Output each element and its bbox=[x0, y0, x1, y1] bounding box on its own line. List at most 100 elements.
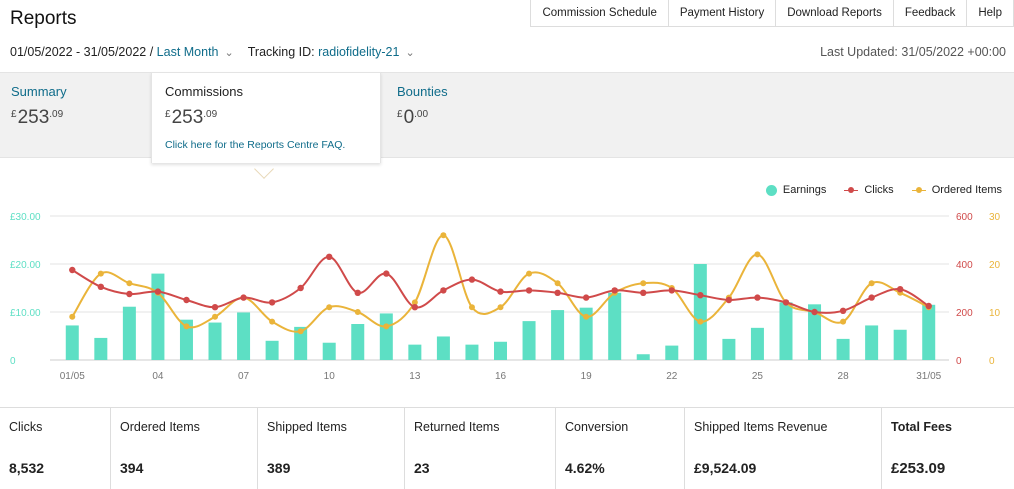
legend-ordered-label: Ordered Items bbox=[931, 184, 1002, 196]
currency-symbol: £ bbox=[11, 109, 17, 120]
commission-schedule-button[interactable]: Commission Schedule bbox=[530, 0, 669, 27]
x-tick-label: 13 bbox=[409, 371, 421, 382]
x-tick-label: 16 bbox=[495, 371, 507, 382]
earnings-bar bbox=[551, 310, 565, 360]
clicks-point bbox=[782, 299, 790, 306]
earnings-bar bbox=[693, 264, 707, 360]
earnings-bar bbox=[494, 341, 507, 360]
clicks-point bbox=[183, 296, 190, 304]
y-tick-label-left: 0 bbox=[10, 356, 16, 367]
x-tick-label: 22 bbox=[666, 371, 678, 382]
currency-symbol: £ bbox=[165, 109, 171, 120]
clicks-point bbox=[268, 299, 276, 306]
y-tick-label-ordered: 0 bbox=[989, 356, 995, 367]
earnings-bar bbox=[636, 354, 650, 360]
y-tick-label-left: £20.00 bbox=[10, 260, 41, 271]
legend-earnings-label: Earnings bbox=[782, 184, 827, 196]
ordered-items-point bbox=[383, 323, 390, 330]
tab-summary[interactable]: Summary £ 253 .09 bbox=[0, 73, 151, 159]
clicks-point bbox=[354, 289, 361, 296]
tracking-id-label: Tracking ID: bbox=[247, 45, 315, 59]
stat-ordered-items: Ordered Items 394 bbox=[111, 408, 258, 489]
ordered-items-point bbox=[97, 270, 104, 277]
ordered-items-point bbox=[440, 232, 447, 239]
ordered-items-point bbox=[868, 280, 875, 287]
clicks-point bbox=[668, 287, 675, 294]
earnings-bar bbox=[208, 322, 222, 360]
ordered-items-point bbox=[468, 304, 475, 311]
chevron-down-icon[interactable]: ⌄ bbox=[405, 46, 415, 59]
x-tick-label: 31/05 bbox=[916, 371, 941, 382]
earnings-bar bbox=[237, 312, 251, 360]
x-tick-label: 10 bbox=[324, 371, 336, 382]
earnings-chart: 0 £10.00 £20.00 £30.00 0 200 400 600 0 10 20 30 01/0… bbox=[10, 212, 1001, 382]
clicks-point bbox=[839, 307, 847, 314]
tracking-id-dropdown[interactable]: radiofidelity-21 bbox=[318, 45, 400, 59]
page-title: Reports bbox=[10, 8, 77, 29]
date-period-dropdown[interactable]: Last Month bbox=[156, 45, 219, 59]
earnings-bar bbox=[779, 302, 793, 360]
earnings-bar bbox=[808, 304, 822, 360]
download-reports-button[interactable]: Download Reports bbox=[775, 0, 894, 27]
clicks-point bbox=[126, 290, 133, 298]
y-tick-label-clicks: 400 bbox=[956, 260, 973, 271]
bounties-amount: £ 0 .00 bbox=[397, 107, 525, 129]
x-tick-label: 07 bbox=[238, 371, 250, 382]
commissions-amount: £ 253 .09 bbox=[165, 107, 369, 129]
tab-bounties[interactable]: Bounties £ 0 .00 bbox=[386, 73, 536, 159]
payment-history-button[interactable]: Payment History bbox=[667, 0, 777, 27]
clicks-point bbox=[640, 289, 647, 296]
amount-fraction: .09 bbox=[203, 109, 218, 120]
date-range-text: 01/05/2022 - 31/05/2022 / bbox=[10, 45, 154, 59]
clicks-point bbox=[297, 284, 304, 292]
tab-summary-label: Summary bbox=[11, 84, 67, 99]
tab-commissions[interactable]: Commissions £ 253 .09 Click here for the… bbox=[151, 72, 381, 163]
chevron-down-icon[interactable]: ⌄ bbox=[224, 46, 234, 59]
legend-clicks-label: Clicks bbox=[864, 184, 894, 196]
earnings-bar bbox=[436, 336, 450, 360]
earnings-swatch bbox=[765, 184, 777, 196]
stat-label: Clicks bbox=[9, 420, 43, 434]
earnings-bar bbox=[836, 338, 850, 360]
ordered-items-point bbox=[840, 318, 847, 325]
ordered-items-point bbox=[697, 318, 704, 325]
earnings-bar bbox=[750, 327, 764, 360]
clicks-point bbox=[326, 253, 333, 260]
ordered-items-point bbox=[497, 304, 504, 311]
faq-link[interactable]: Click here for the Reports Centre FAQ. bbox=[165, 139, 346, 151]
stat-value: 8,532 bbox=[9, 460, 45, 476]
legend-ordered-items[interactable]: Ordered Items bbox=[911, 184, 1002, 196]
stat-label: Shipped Items Revenue bbox=[694, 420, 828, 434]
clicks-point bbox=[383, 270, 390, 277]
y-tick-label-left: £30.00 bbox=[10, 212, 41, 223]
ordered-items-point bbox=[183, 323, 190, 330]
earnings-bar bbox=[94, 337, 108, 360]
x-tick-label: 28 bbox=[838, 371, 850, 382]
stat-conversion: Conversion 4.62% bbox=[556, 408, 685, 489]
clicks-point bbox=[154, 288, 162, 295]
ordered-items-point bbox=[269, 318, 276, 325]
y-tick-label-clicks: 600 bbox=[956, 212, 973, 223]
feedback-button[interactable]: Feedback bbox=[892, 0, 968, 27]
stat-shipped-items: Shipped Items 389 bbox=[258, 408, 405, 489]
earnings-bar bbox=[522, 321, 536, 360]
legend-earnings[interactable]: Earnings bbox=[765, 184, 827, 196]
stat-value: 394 bbox=[120, 460, 144, 476]
clicks-point bbox=[211, 304, 219, 311]
ordered-items-point bbox=[212, 313, 219, 320]
earnings-bar bbox=[122, 306, 136, 360]
top-navigation: Commission Schedule Payment History Down… bbox=[530, 0, 1014, 27]
legend-clicks[interactable]: Clicks bbox=[844, 184, 894, 196]
earnings-bar bbox=[893, 329, 907, 360]
stat-value: 23 bbox=[414, 460, 430, 476]
clicks-swatch bbox=[844, 186, 859, 195]
amount-whole: 253 bbox=[17, 107, 50, 128]
y-tick-label-left: £10.00 bbox=[10, 308, 41, 319]
stat-label: Total Fees bbox=[891, 420, 952, 434]
stat-shipped-revenue: Shipped Items Revenue £9,524.09 bbox=[685, 408, 882, 489]
y-tick-label-ordered: 10 bbox=[989, 308, 1001, 319]
report-tabs: Summary £ 253 .09 Commissions £ 253 .09 … bbox=[0, 72, 1014, 163]
earnings-bar bbox=[408, 344, 422, 360]
earnings-bar bbox=[179, 319, 193, 360]
help-button[interactable]: Help bbox=[966, 0, 1014, 27]
